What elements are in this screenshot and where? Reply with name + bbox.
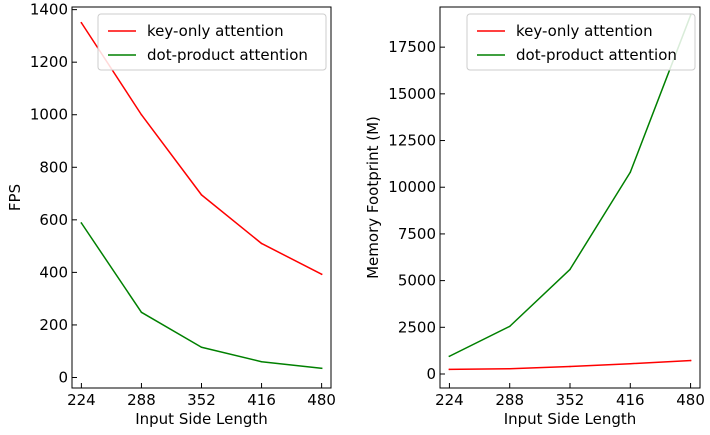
legend-label-1: key-only attention (516, 22, 653, 40)
data-point (140, 311, 143, 314)
y-tick-label: 12500 (388, 132, 436, 150)
chart-panel-left: 224 288 352 416 480 0 200 400 600 800 1000 1200 1400… (6, 1, 336, 428)
x-tick-label: 416 (247, 391, 276, 409)
series-line-2 (80, 221, 323, 370)
data-point (569, 365, 571, 368)
data-point (629, 362, 632, 365)
legend: key-only attention dot-product attention (97, 13, 327, 71)
y-tick-label: 0 (426, 365, 436, 383)
y-tick-label: 600 (39, 211, 68, 229)
x-tick-label: 416 (616, 391, 645, 409)
data-point (689, 359, 692, 362)
y-tick-label: 200 (39, 316, 68, 334)
data-point (260, 360, 263, 363)
x-axis-label: Input Side Length (504, 410, 637, 428)
legend-box (466, 13, 696, 71)
data-point (320, 367, 323, 370)
y-tick-label: 2500 (398, 318, 436, 336)
data-point (508, 325, 511, 328)
y-tick-label: 5000 (398, 272, 436, 290)
y-tick-label: 1200 (30, 53, 68, 71)
x-tick-label: 352 (187, 391, 216, 409)
data-point (80, 22, 83, 24)
x-tick-label: 480 (307, 391, 336, 409)
data-point (200, 346, 203, 349)
data-point (448, 368, 451, 371)
data-point (140, 113, 143, 116)
data-point (80, 222, 83, 224)
y-tick-label: 1400 (30, 1, 68, 19)
x-tick-label: 224 (435, 391, 464, 409)
y-tick-label: 1000 (30, 106, 68, 124)
legend: key-only attention dot-product attention (466, 13, 696, 71)
y-tick-label: 400 (39, 263, 68, 281)
data-point (320, 273, 323, 275)
data-point (629, 171, 632, 174)
data-point (260, 242, 263, 245)
y-tick-label: 15000 (388, 85, 436, 103)
y-tick-label: 0 (58, 368, 68, 386)
legend-label-1: key-only attention (147, 22, 284, 40)
x-tick-label: 224 (67, 391, 96, 409)
data-point (569, 268, 571, 271)
y-axis-label: FPS (6, 184, 24, 211)
y-axis-label: Memory Footprint (M) (364, 116, 382, 279)
chart-panel-right: 224 288 352 416 480 0 2500 5000 7500 10000 12500 15… (364, 6, 705, 428)
legend-label-2: dot-product attention (147, 46, 308, 64)
legend-box (97, 13, 327, 71)
x-tick-label: 480 (676, 391, 705, 409)
y-tick-label: 7500 (398, 225, 436, 243)
data-point (508, 368, 511, 370)
y-tick-label: 17500 (388, 38, 436, 56)
x-tick-label: 288 (127, 391, 156, 409)
series-line-1 (448, 359, 692, 371)
x-tick-label: 352 (556, 391, 585, 409)
data-point (448, 355, 451, 357)
x-tick-label: 288 (495, 391, 524, 409)
legend-label-2: dot-product attention (516, 46, 677, 64)
x-axis-label: Input Side Length (135, 410, 268, 428)
data-point (200, 194, 203, 196)
y-tick-label: 800 (39, 158, 68, 176)
y-tick-label: 10000 (388, 178, 436, 196)
